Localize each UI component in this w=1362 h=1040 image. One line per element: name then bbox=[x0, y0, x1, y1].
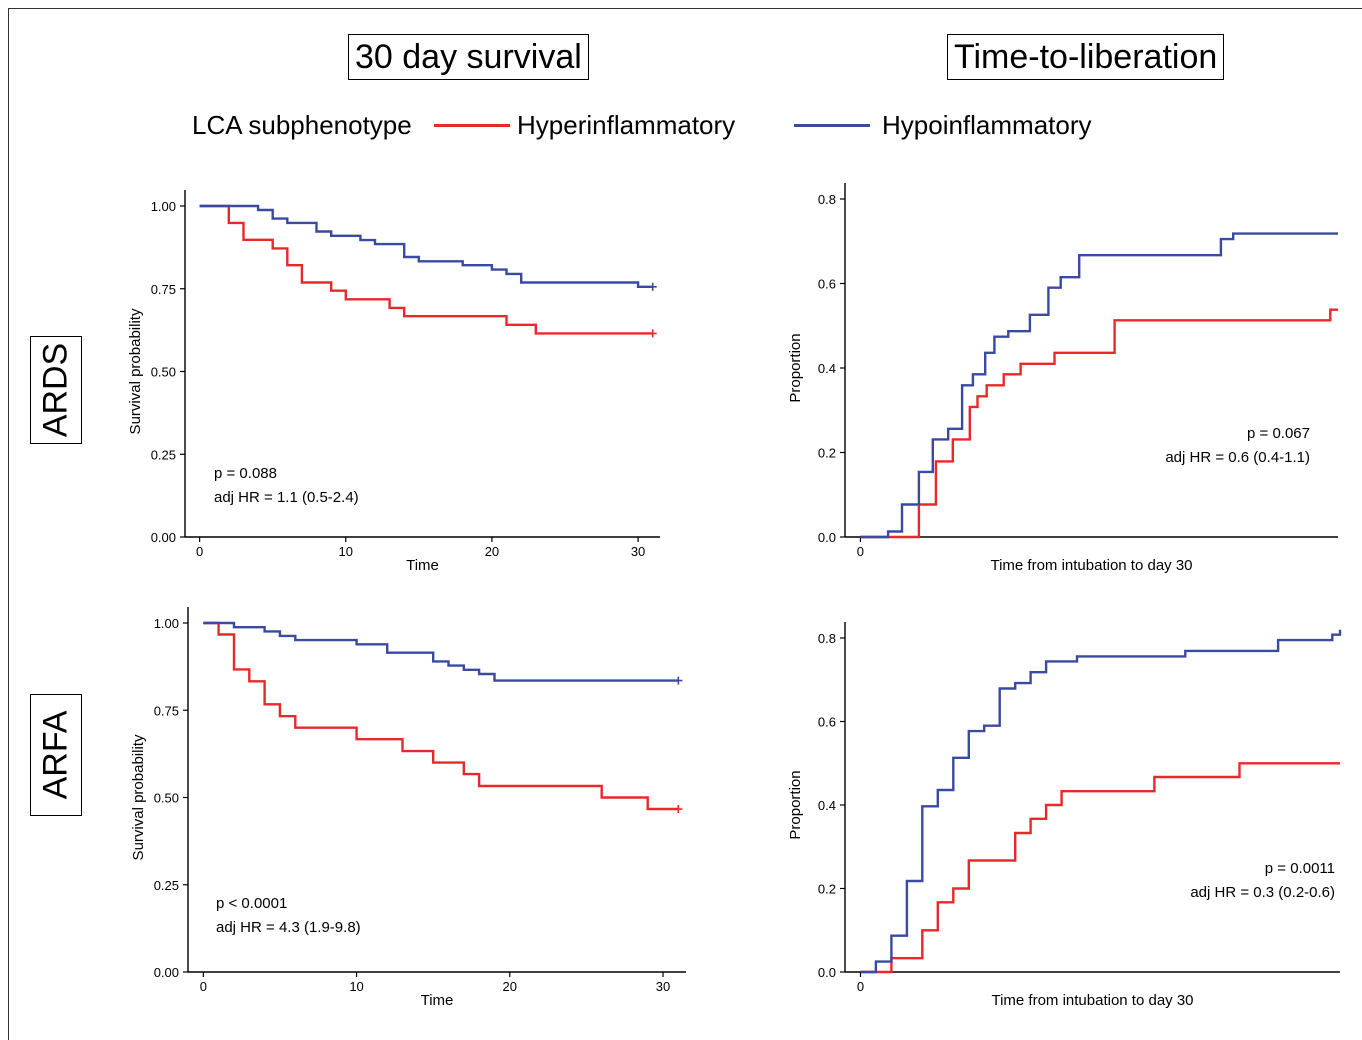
legend-key-hypoinflammatory bbox=[794, 124, 870, 127]
y-axis-label: Proportion bbox=[787, 333, 804, 402]
x-tick-label: 20 bbox=[485, 544, 499, 559]
x-tick-label: 0 bbox=[196, 544, 203, 559]
p-value-annotation: p = 0.088 bbox=[214, 465, 277, 482]
y-tick-label: 0.4 bbox=[818, 798, 836, 813]
p-value-annotation: p = 0.067 bbox=[1247, 425, 1310, 442]
series-line-hypoinflammatory bbox=[860, 629, 1342, 974]
y-tick-label: 0.25 bbox=[151, 447, 176, 462]
hazard-ratio-annotation: adj HR = 1.1 (0.5-2.4) bbox=[214, 489, 359, 506]
y-tick-label: 1.00 bbox=[151, 199, 176, 214]
panel-ards-survival: 0.00 0.25 0.50 0.75 1.00 0 10 20 30 Time Survival … bbox=[127, 190, 660, 574]
legend-label-hypoinflammatory: Hypoinflammatory bbox=[882, 110, 1092, 140]
x-tick-label: 30 bbox=[656, 979, 670, 994]
series-line-hyperinflammatory bbox=[199, 204, 653, 335]
series-line-hypoinflammatory bbox=[203, 621, 679, 682]
p-value-annotation: p = 0.0011 bbox=[1265, 860, 1335, 877]
row-label-arfa: ARFA bbox=[30, 694, 82, 816]
x-tick-label: 10 bbox=[339, 544, 353, 559]
y-tick-label: 0.4 bbox=[818, 361, 836, 376]
x-axis-label: Time bbox=[421, 992, 454, 1009]
y-axis-label: Survival probability bbox=[130, 734, 147, 860]
y-tick-label: 0.0 bbox=[818, 965, 836, 980]
censor-mark bbox=[648, 282, 657, 291]
series-line-hyperinflammatory bbox=[860, 308, 1338, 539]
legend: LCA subphenotype Hyperinflammatory Hypoi… bbox=[0, 107, 1362, 143]
panel-arfa-survival: 0.00 0.25 0.50 0.75 1.00 0 10 20 30 Time Survival … bbox=[130, 607, 686, 1009]
series-line-hyperinflammatory bbox=[203, 621, 679, 811]
x-tick-label: 0 bbox=[200, 979, 207, 994]
y-tick-label: 0.6 bbox=[818, 715, 836, 730]
censor-mark bbox=[674, 805, 683, 814]
x-axis-label: Time bbox=[406, 557, 439, 574]
y-tick-label: 1.00 bbox=[154, 616, 179, 631]
panel-arfa-liberation: 0.0 0.2 0.4 0.6 0.8 0 Time from intubation to … bbox=[787, 622, 1342, 1009]
y-tick-label: 0.6 bbox=[818, 277, 836, 292]
x-axis-label: Time from intubation to day 30 bbox=[990, 557, 1192, 574]
hazard-ratio-annotation: adj HR = 4.3 (1.9-9.8) bbox=[216, 919, 361, 936]
column-title-liberation: Time-to-liberation bbox=[947, 34, 1225, 80]
p-value-annotation: p < 0.0001 bbox=[216, 895, 287, 912]
column-title-survival: 30 day survival bbox=[348, 34, 589, 80]
x-tick-label: 20 bbox=[503, 979, 517, 994]
y-tick-label: 0.2 bbox=[818, 446, 836, 461]
row-label-ards: ARDS bbox=[30, 336, 82, 444]
y-tick-label: 0.75 bbox=[151, 282, 176, 297]
figure-frame bbox=[8, 8, 1362, 1040]
hazard-ratio-annotation: adj HR = 0.6 (0.4-1.1) bbox=[1165, 449, 1310, 466]
series-line-hypoinflammatory bbox=[860, 232, 1338, 539]
y-tick-label: 0.8 bbox=[818, 192, 836, 207]
y-axis-label: Proportion bbox=[787, 770, 804, 839]
x-tick-label: 0 bbox=[857, 544, 864, 559]
y-axis-label: Survival probability bbox=[127, 308, 144, 434]
y-tick-label: 0.50 bbox=[151, 365, 176, 380]
x-tick-label: 30 bbox=[631, 544, 645, 559]
censor-mark bbox=[674, 676, 683, 685]
series-line-hyperinflammatory bbox=[860, 762, 1340, 974]
y-tick-label: 0.25 bbox=[154, 878, 179, 893]
legend-title: LCA subphenotype bbox=[192, 110, 412, 140]
y-tick-label: 0.00 bbox=[154, 965, 179, 980]
x-tick-label: 0 bbox=[857, 979, 864, 994]
y-tick-label: 0.00 bbox=[151, 530, 176, 545]
x-tick-label: 10 bbox=[349, 979, 363, 994]
y-tick-label: 0.75 bbox=[154, 703, 179, 718]
y-tick-label: 0.50 bbox=[154, 791, 179, 806]
legend-key-hyperinflammatory bbox=[434, 124, 510, 127]
y-tick-label: 0.2 bbox=[818, 882, 836, 897]
panel-ards-liberation: 0.0 0.2 0.4 0.6 0.8 0 Time from intubation to … bbox=[787, 183, 1338, 574]
censor-mark bbox=[648, 329, 657, 338]
legend-label-hyperinflammatory: Hyperinflammatory bbox=[517, 110, 736, 140]
x-axis-label: Time from intubation to day 30 bbox=[991, 992, 1193, 1009]
y-tick-label: 0.0 bbox=[818, 530, 836, 545]
y-tick-label: 0.8 bbox=[818, 631, 836, 646]
series-line-hypoinflammatory bbox=[199, 204, 653, 288]
hazard-ratio-annotation: adj HR = 0.3 (0.2-0.6) bbox=[1190, 884, 1335, 901]
